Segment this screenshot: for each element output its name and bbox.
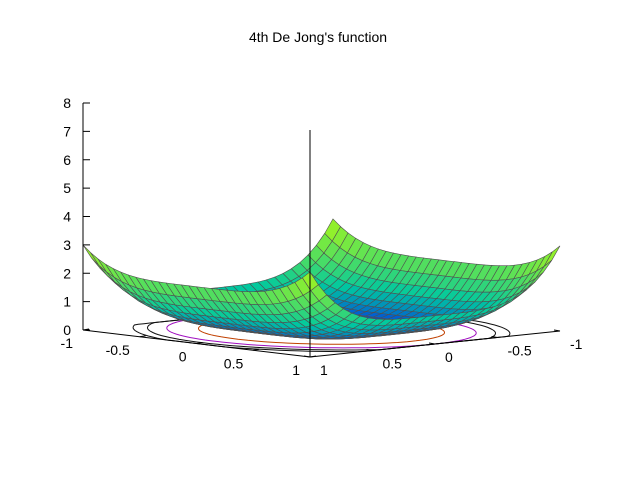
z-tick-label: 1 [63, 294, 71, 310]
y-tick-label: 0.5 [383, 356, 403, 372]
z-tick-label: 4 [63, 209, 71, 225]
x-tick [139, 335, 146, 338]
z-tick-label: 2 [63, 265, 71, 281]
y-tick-label: -0.5 [508, 343, 532, 359]
surface-patch [90, 252, 107, 273]
y-tick [553, 329, 561, 332]
z-tick-label: 3 [63, 237, 71, 253]
axes: 0 1 2 3 4 5 6 7 8 1 0.5 0 -0.5 -1 1 0.5 0 -0.5 -1 [61, 95, 583, 378]
x-tick [196, 342, 203, 344]
x-tick-label: 1 [292, 362, 300, 378]
y-tick [303, 355, 311, 358]
x-tick-label: -1 [61, 335, 74, 351]
y-tick [491, 336, 498, 338]
chart-title: 4th De Jong's function [249, 29, 387, 45]
x-tick [309, 355, 317, 358]
x-tick-label: -0.5 [106, 342, 130, 358]
surface-patch [82, 244, 100, 266]
y-tick [428, 342, 436, 345]
x-tick-label: 0 [179, 349, 187, 365]
x-tick [253, 348, 260, 351]
y-tick-label: -1 [570, 336, 583, 352]
y-tick-label: 1 [320, 362, 328, 378]
x-tick [82, 328, 90, 331]
z-tick-label: 6 [63, 152, 71, 168]
x-tick-label: 0.5 [224, 355, 244, 371]
y-tick-label: 0 [445, 349, 453, 365]
z-tick-label: 8 [63, 95, 71, 111]
y-tick [366, 349, 373, 351]
z-tick-label: 7 [63, 123, 71, 139]
z-tick-label: 0 [63, 322, 71, 338]
z-tick-label: 5 [63, 180, 71, 196]
surface [82, 218, 561, 340]
